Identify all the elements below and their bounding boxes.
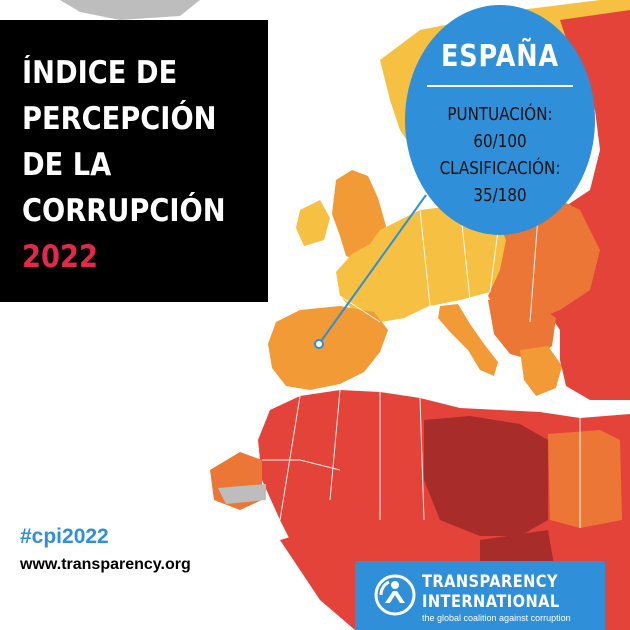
map-borders	[262, 189, 581, 528]
country-score-callout: ESPAÑA PUNTUACIÓN: 60/100 CLASIFICACIÓN:…	[405, 5, 595, 235]
report-title-box: ÍNDICE DE PERCEPCIÓN DE LA CORRUPCIÓN 20…	[0, 20, 268, 302]
callout-stats: PUNTUACIÓN: 60/100 CLASIFICACIÓN: 35/180	[405, 101, 595, 209]
map-region-balkans	[488, 300, 556, 360]
map-region-great-britain	[332, 170, 386, 262]
title-line-4: CORRUPCIÓN	[22, 193, 226, 229]
map-region-greece	[520, 346, 562, 396]
map-region-iberia	[268, 306, 388, 390]
transparency-emblem-icon	[374, 574, 416, 616]
website-url[interactable]: www.transparency.org	[20, 556, 191, 573]
title-line-1: ÍNDICE DE	[22, 55, 178, 91]
map-region-libya	[424, 416, 548, 536]
map-region-west-europe	[336, 205, 520, 322]
map-region-italy	[438, 304, 498, 376]
map-region-ireland	[296, 200, 330, 246]
callout-country-name: ESPAÑA	[440, 39, 560, 74]
map-region-north-grey	[60, 0, 200, 20]
map-region-no-data	[218, 484, 266, 504]
logo-text-line-2: INTERNATIONAL	[422, 592, 560, 612]
logo-tagline: the global coalition against corruption	[422, 613, 571, 623]
score-label: PUNTUACIÓN:	[447, 104, 553, 125]
title-line-3: DE LA	[22, 147, 112, 183]
callout-connector	[318, 194, 427, 345]
callout-divider	[427, 85, 573, 87]
rank-label: CLASIFICACIÓN:	[439, 158, 561, 179]
map-region-egypt	[548, 430, 622, 528]
transparency-international-logo: TRANSPARENCY INTERNATIONAL the global co…	[355, 561, 605, 630]
score-value: 60/100	[473, 131, 527, 152]
title-year: 2022	[22, 239, 98, 275]
campaign-hashtag: #cpi2022	[20, 525, 109, 548]
map-pin-dot-icon	[314, 339, 324, 349]
logo-text-line-1: TRANSPARENCY	[422, 572, 558, 592]
rank-value: 35/180	[473, 185, 527, 206]
title-line-2: PERCEPCIÓN	[22, 101, 217, 137]
map-region-turkey	[560, 324, 630, 400]
